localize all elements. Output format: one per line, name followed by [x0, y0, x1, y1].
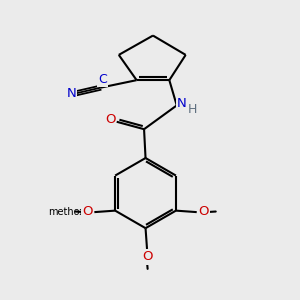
Text: N: N: [177, 97, 187, 110]
Text: H: H: [188, 103, 197, 116]
Text: C: C: [98, 73, 107, 86]
Text: O: O: [82, 205, 92, 218]
Text: methoxy: methoxy: [48, 206, 91, 217]
Text: O: O: [105, 113, 116, 127]
Text: N: N: [67, 87, 76, 100]
Text: O: O: [142, 250, 153, 263]
Text: O: O: [199, 205, 209, 218]
